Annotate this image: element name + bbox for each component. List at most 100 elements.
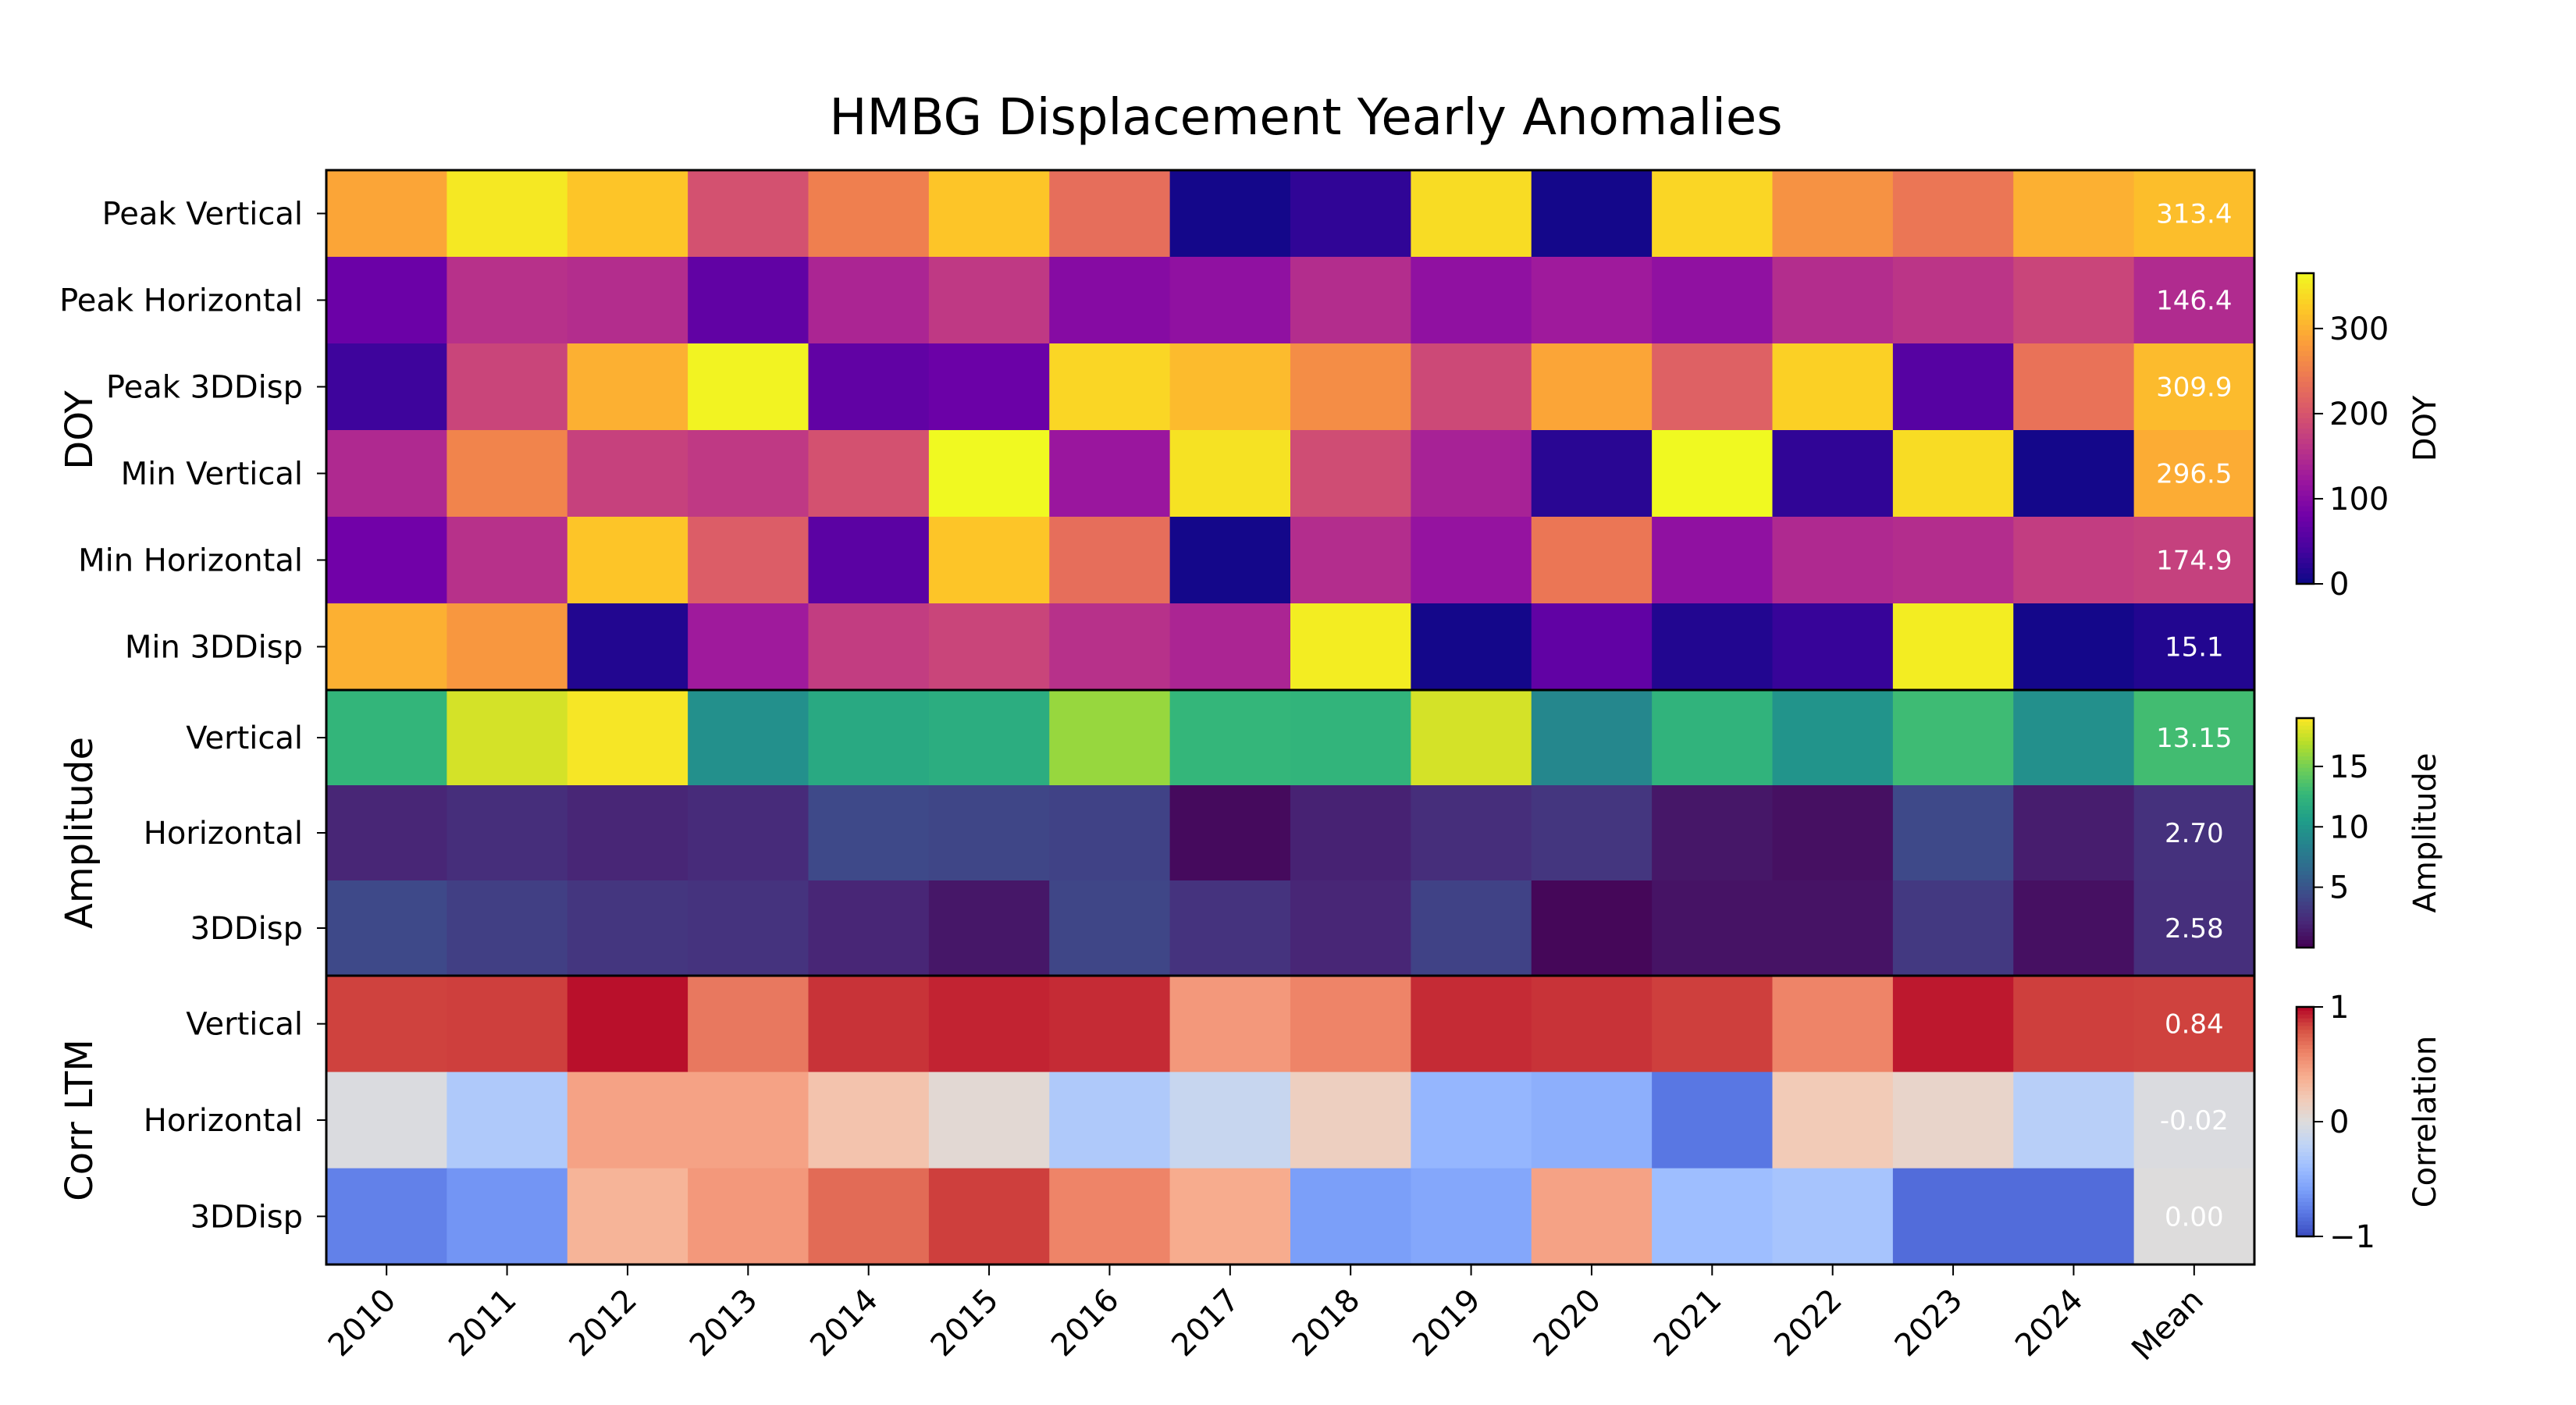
heatmap-cell (326, 690, 447, 786)
colorbar-segment (2297, 1167, 2314, 1172)
heatmap-cell (1290, 257, 1411, 344)
heatmap-cell (447, 1168, 568, 1265)
heatmap-cell (1049, 603, 1171, 691)
heatmap-cell (928, 976, 1050, 1072)
colorbar-segment (2297, 798, 2314, 803)
colorbar-segment (2297, 1198, 2314, 1203)
heatmap-cell (1411, 1168, 1532, 1265)
colorbar-segment (2297, 759, 2314, 765)
heatmap-cell (1772, 785, 1894, 881)
colorbar-segment (2297, 485, 2314, 492)
colorbar-segment (2297, 737, 2314, 742)
heatmap-cell (2133, 517, 2255, 604)
colorbar-segment (2297, 1122, 2314, 1126)
heatmap-cell (928, 170, 1050, 258)
heatmap-cell (1772, 430, 1894, 518)
colorbar-segment (2297, 871, 2314, 876)
colorbar-segment (2297, 1022, 2314, 1027)
heatmap-cell (1411, 785, 1532, 881)
colorbar-segment (2297, 779, 2314, 784)
colorbar-segment (2297, 433, 2314, 439)
colorbar-segment (2297, 771, 2314, 777)
mean-value-label: 13.15 (2156, 723, 2232, 754)
colorbar-segment (2297, 563, 2314, 569)
heatmap-cell (688, 343, 809, 431)
heatmap-cell (1169, 785, 1291, 881)
heatmap-cell (1772, 170, 1894, 258)
colorbar-segment (2297, 1080, 2314, 1084)
column-label: 2011 (442, 1282, 524, 1364)
colorbar-segment (2297, 855, 2314, 860)
mean-value-label: 146.4 (2156, 286, 2232, 317)
heatmap-cell (567, 690, 688, 786)
colorbar-frame (2295, 717, 2315, 949)
colorbar-segment (2297, 573, 2314, 579)
colorbar-segment (2297, 763, 2314, 769)
colorbar-segment (2297, 475, 2314, 481)
heatmap-cell (1049, 1072, 1171, 1169)
heatmap-cell (326, 603, 447, 691)
heatmap-cell (447, 257, 568, 344)
heatmap-cell (1411, 430, 1532, 518)
heatmap-cell (2013, 257, 2135, 344)
colorbar-segment (2297, 345, 2314, 352)
colorbar-segment (2297, 1045, 2314, 1050)
column-label: 2014 (803, 1282, 885, 1364)
heatmap-cell (1169, 690, 1291, 786)
heatmap-cell (2133, 603, 2255, 691)
colorbar-tick-label: 5 (2329, 870, 2349, 906)
heatmap-cell (1290, 1168, 1411, 1265)
colorbar-segment (2297, 578, 2314, 585)
colorbar-segment (2297, 1175, 2314, 1180)
heatmap-cell (1892, 690, 2014, 786)
heatmap-cell (808, 430, 930, 518)
heatmap-cell (1411, 170, 1532, 258)
heatmap-cell (1411, 257, 1532, 344)
heatmap-cell (1049, 257, 1171, 344)
colorbar-segment (2297, 340, 2314, 347)
heatmap-cell (808, 1168, 930, 1265)
colorbar-segment (2297, 1129, 2314, 1134)
heatmap-cell (1049, 690, 1171, 786)
heatmap-cell (1892, 1072, 2014, 1169)
colorbar-segment (2297, 1209, 2314, 1215)
colorbar-segment (2297, 376, 2314, 382)
colorbar-segment (2297, 752, 2314, 757)
colorbar-segment (2297, 936, 2314, 941)
heatmap-cell (447, 430, 568, 518)
heatmap-cell (1531, 257, 1653, 344)
heatmap-cell (2013, 430, 2135, 518)
heatmap-cell (1652, 603, 1774, 691)
colorbar-segment (2297, 890, 2314, 895)
colorbar-segment (2297, 1144, 2314, 1149)
heatmap-cell (567, 257, 688, 344)
colorbar-segment (2297, 791, 2314, 795)
mean-value-label: 313.4 (2156, 199, 2232, 230)
heatmap-cell (1772, 1168, 1894, 1265)
heatmap-cell (1290, 976, 1411, 1072)
colorbar-segment (2297, 1179, 2314, 1183)
heatmap-cell (2133, 257, 2255, 344)
row-labels: Peak Vertical Peak Horizontal Peak 3DDisp M… (59, 197, 326, 1235)
heatmap-cell (2133, 690, 2255, 786)
row-label: Vertical (186, 1007, 303, 1043)
colorbar-segment (2297, 1213, 2314, 1218)
column-labels: 2010 2011 2012 2013 2014 2015 2016 2017 2018 2019… (322, 1264, 2211, 1368)
heatmap-cell (1652, 785, 1774, 881)
heatmap-cell (1892, 603, 2014, 691)
column-label: 2021 (1647, 1282, 1729, 1364)
column-label: 2022 (1767, 1282, 1849, 1364)
row-label: Vertical (186, 720, 303, 756)
heatmap-cell (1531, 430, 1653, 518)
heatmap-cell (808, 257, 930, 344)
heatmap-cell (1652, 880, 1774, 976)
colorbar-segment (2297, 1183, 2314, 1187)
heatmap-cell (1531, 170, 1653, 258)
colorbar-segment (2297, 825, 2314, 830)
heatmap-cell (1892, 880, 2014, 976)
row-label: Peak Horizontal (59, 283, 303, 319)
heatmap-cell (447, 517, 568, 604)
heatmap-cell (2133, 880, 2255, 976)
colorbar-segment (2297, 783, 2314, 788)
